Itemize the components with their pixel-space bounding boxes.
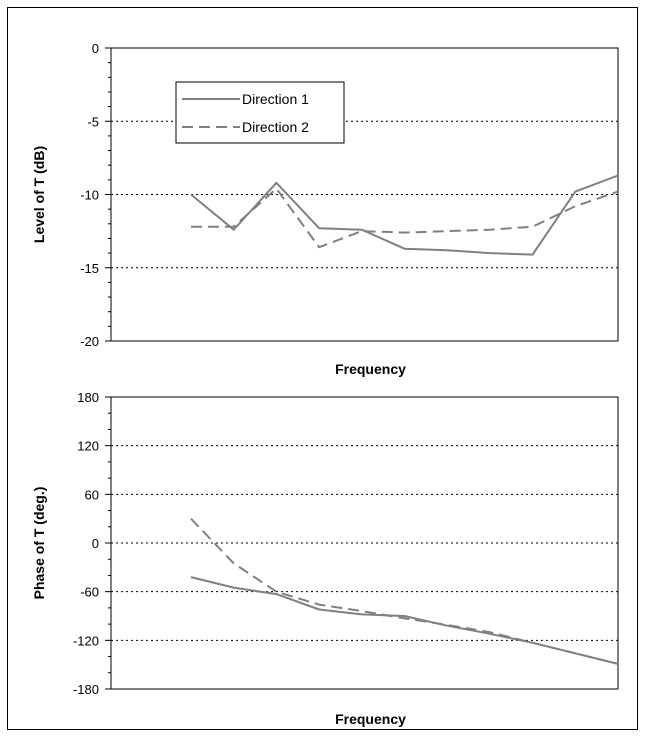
series-line-direction-1 <box>190 576 619 665</box>
y-tick-label: -180 <box>73 682 99 697</box>
series-line-direction-2 <box>190 518 619 665</box>
y-tick-label: -5 <box>87 114 99 129</box>
y-tick-label: 0 <box>92 41 99 56</box>
y-tick-label: 0 <box>92 536 99 551</box>
y-tick-label: -10 <box>80 188 99 203</box>
y-tick-label: -20 <box>80 334 99 349</box>
y-tick-label: 60 <box>85 487 99 502</box>
y-tick-label: 180 <box>77 390 99 405</box>
chart-2: 180 120 60 0 -60 -120 -180 Frequency Phase of T … <box>31 390 619 727</box>
x-axis-title: Frequency <box>335 361 406 377</box>
y-tick-label: 120 <box>77 439 99 454</box>
chart-1: 0 -5 -10 -15 -20 Frequency Level of T (dB) Dire… <box>31 41 619 377</box>
x-axis-title: Frequency <box>335 711 406 727</box>
legend-box <box>175 81 345 144</box>
y-axis-title: Level of T (dB) <box>31 146 47 243</box>
figure-frame: 0 -5 -10 -15 -20 Frequency Level of T (dB) Dire… <box>7 7 638 730</box>
y-tick-label: -60 <box>80 585 99 600</box>
legend-label: Direction 1 <box>242 91 309 107</box>
legend-label: Direction 2 <box>242 119 309 135</box>
y-axis-title: Phase of T (deg.) <box>31 487 47 600</box>
series-line-direction-1 <box>190 174 619 256</box>
charts-canvas: 0 -5 -10 -15 -20 Frequency Level of T (dB) Dire… <box>31 41 619 727</box>
series-line-direction-2 <box>191 187 619 249</box>
y-tick-label: -15 <box>80 261 99 276</box>
y-tick-label: -120 <box>73 633 99 648</box>
